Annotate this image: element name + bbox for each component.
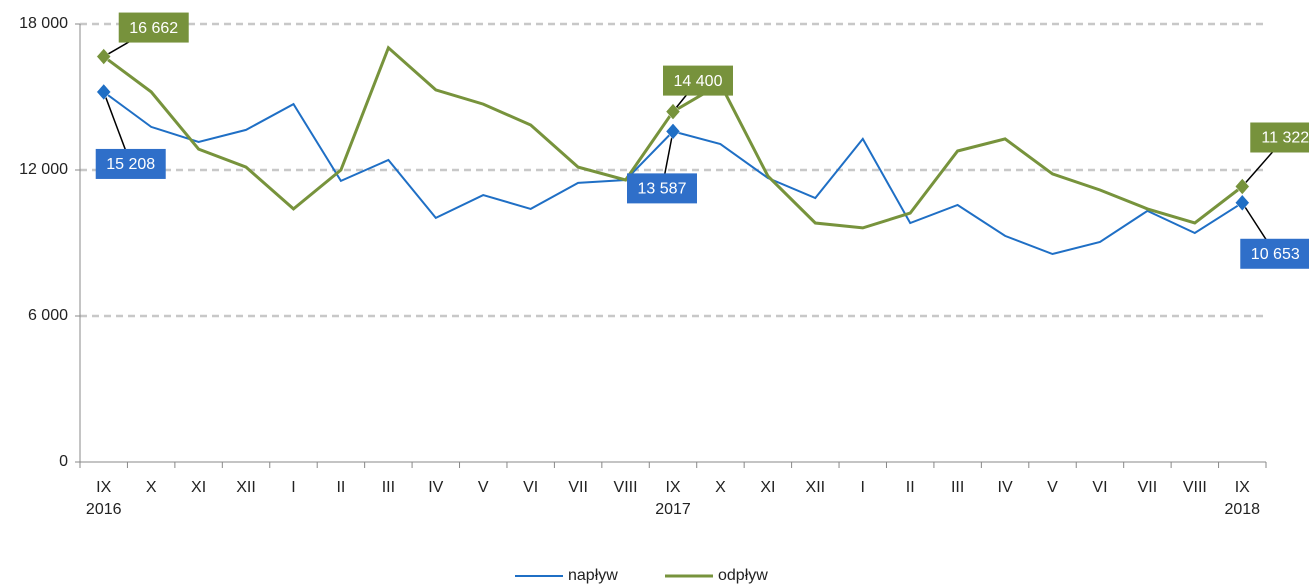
data-label: 15 208 — [95, 148, 166, 179]
data-label: 16 662 — [118, 12, 189, 43]
marker — [1234, 194, 1250, 212]
x-tick-label: I — [861, 479, 865, 496]
y-tick-label: 18 000 — [19, 15, 68, 32]
x-tick-label: III — [951, 479, 964, 496]
x-tick-label: I — [291, 479, 295, 496]
label-box — [627, 173, 697, 204]
y-tick-label: 12 000 — [19, 161, 68, 178]
data-label-text: 13 587 — [638, 181, 687, 198]
marker — [665, 123, 681, 140]
x-tick-label: X — [146, 479, 157, 496]
x-tick-label: IX 2016 — [86, 479, 122, 518]
legend-label: odpływ — [718, 567, 768, 584]
data-label-text: 15 208 — [106, 156, 155, 173]
x-tick-label: IX 2017 — [655, 479, 691, 518]
data-label-text: 16 662 — [129, 20, 178, 37]
y-tick-label: 6 000 — [28, 307, 68, 324]
x-tick-label: VI — [523, 479, 538, 496]
x-tick-label: V — [478, 479, 489, 496]
x-tick-label: II — [906, 479, 915, 496]
label-box — [118, 12, 189, 43]
x-tick-label: V — [1047, 479, 1058, 496]
marker — [665, 103, 681, 120]
data-label: 13 587 — [627, 173, 697, 204]
x-tick-label: II — [336, 479, 345, 496]
x-tick-label: VII — [568, 479, 588, 496]
data-label: 14 400 — [663, 65, 733, 96]
label-box — [1240, 238, 1309, 269]
data-label-text: 14 400 — [674, 73, 723, 90]
label-box — [1250, 122, 1309, 153]
x-tick-label: IX 2018 — [1224, 479, 1260, 518]
data-label: 10 653 — [1240, 238, 1309, 269]
x-tick-label: XII — [236, 479, 256, 496]
x-tick-label: VIII — [614, 479, 638, 496]
legend-label: napływ — [568, 567, 618, 584]
x-tick-label: III — [382, 479, 395, 496]
marker — [1234, 178, 1250, 195]
data-label-text: 10 653 — [1251, 246, 1300, 263]
x-tick-label: IV — [428, 479, 443, 496]
x-tick-label: X — [715, 479, 726, 496]
x-tick-label: XII — [806, 479, 826, 496]
x-tick-label: IV — [998, 479, 1013, 496]
x-tick-label: VI — [1092, 479, 1107, 496]
marker — [96, 48, 112, 65]
x-tick-label: XI — [191, 479, 206, 496]
label-box — [663, 65, 733, 96]
y-tick-label: 0 — [59, 453, 68, 470]
x-tick-label: VII — [1138, 479, 1158, 496]
x-tick-label: XI — [760, 479, 775, 496]
label-box — [95, 148, 166, 179]
x-tick-label: VIII — [1183, 479, 1207, 496]
data-label: 11 322 — [1250, 122, 1309, 153]
marker — [96, 83, 112, 101]
data-label-text: 11 322 — [1261, 130, 1309, 147]
